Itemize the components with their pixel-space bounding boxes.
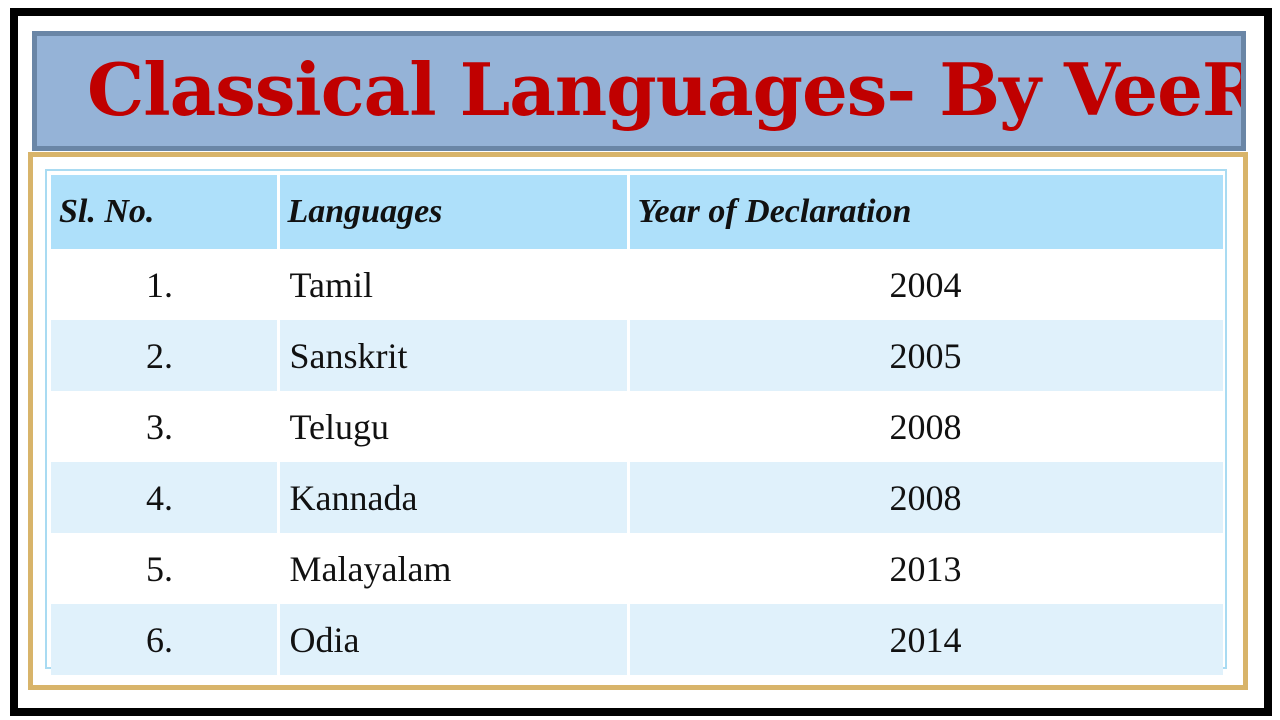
table-row: 3. Telugu 2008 (51, 391, 1223, 462)
cell-sl-no: 3. (51, 391, 280, 462)
cell-sl-no: 5. (51, 533, 280, 604)
cell-year: 2004 (628, 249, 1223, 320)
cell-year: 2005 (628, 320, 1223, 391)
cell-language: Tamil (278, 249, 630, 320)
cell-year: 2014 (628, 604, 1223, 675)
header-year-of-declaration: Year of Declaration (628, 175, 1223, 249)
cell-year: 2008 (628, 462, 1223, 533)
header-sl-no: Sl. No. (51, 175, 280, 249)
table-frame: Sl. No. Languages Year of Declaration 1.… (28, 152, 1248, 690)
cell-sl-no: 2. (51, 320, 280, 391)
cell-language: Odia (278, 604, 630, 675)
title-banner: Classical Languages- By VeeR (32, 31, 1246, 151)
cell-language: Telugu (278, 391, 630, 462)
cell-year: 2013 (628, 533, 1223, 604)
table-row: 1. Tamil 2004 (51, 249, 1223, 320)
cell-year: 2008 (628, 391, 1223, 462)
cell-sl-no: 6. (51, 604, 280, 675)
table-row: 2. Sanskrit 2005 (51, 320, 1223, 391)
cell-sl-no: 1. (51, 249, 280, 320)
cell-language: Malayalam (278, 533, 630, 604)
table-row: 6. Odia 2014 (51, 604, 1223, 675)
table-row: 5. Malayalam 2013 (51, 533, 1223, 604)
cell-sl-no: 4. (51, 462, 280, 533)
table-header-row: Sl. No. Languages Year of Declaration (51, 175, 1223, 249)
classical-languages-table: Sl. No. Languages Year of Declaration 1.… (51, 175, 1223, 675)
page-title: Classical Languages- By VeeR (87, 47, 1246, 132)
table-container: Sl. No. Languages Year of Declaration 1.… (45, 169, 1227, 675)
cell-language: Sanskrit (278, 320, 630, 391)
cell-language: Kannada (278, 462, 630, 533)
table-row: 4. Kannada 2008 (51, 462, 1223, 533)
header-languages: Languages (278, 175, 630, 249)
